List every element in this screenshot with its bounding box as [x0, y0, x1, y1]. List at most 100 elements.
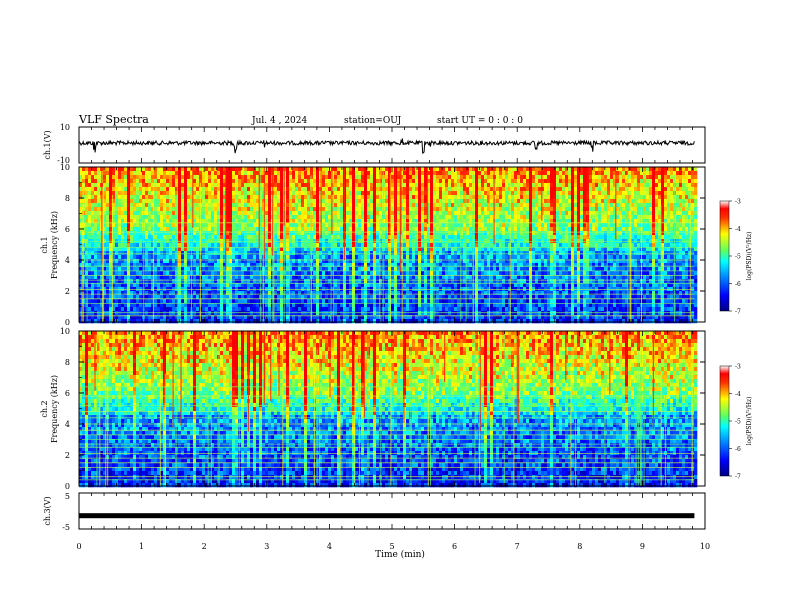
spectrogram-cell: [208, 291, 212, 296]
spectrogram-cell: [340, 175, 344, 180]
spectrogram-cell: [355, 295, 359, 300]
spectrogram-cell: [400, 199, 404, 204]
spectrogram-cell: [391, 199, 395, 204]
spectrogram-cell: [328, 235, 332, 240]
spectrogram-cell: [316, 279, 320, 284]
spectrogram-cell: [409, 227, 413, 232]
spectrogram-cell: [88, 307, 92, 312]
spectrogram-cell: [376, 199, 380, 204]
spectrogram-cell: [229, 235, 233, 240]
spectrogram-cell: [436, 243, 440, 248]
spectrogram-cell: [439, 255, 443, 260]
spectrogram-cell: [130, 279, 134, 284]
spectrogram-cell: [316, 179, 320, 184]
spectrogram-cell: [112, 203, 116, 208]
spectrogram-cell: [289, 303, 293, 308]
spectrogram-cell: [334, 187, 338, 192]
spectrogram-cell: [187, 219, 191, 224]
spectrogram-cell: [409, 171, 413, 176]
spectrogram-cell: [376, 251, 380, 256]
spectrogram-cell: [424, 311, 428, 316]
spectrogram-cell: [139, 255, 143, 260]
spectrogram-cell: [301, 307, 305, 312]
spectrogram-cell: [358, 215, 362, 220]
spectrogram-cell: [124, 231, 128, 236]
spectrogram-cell: [385, 291, 389, 296]
spectrogram-cell: [358, 199, 362, 204]
spectrogram-cell: [106, 227, 110, 232]
spectrogram-cell: [370, 199, 374, 204]
spectrogram-cell: [268, 283, 272, 288]
spectrogram-cell: [400, 235, 404, 240]
spectrogram-cell: [328, 203, 332, 208]
spectrogram-cell: [421, 223, 425, 228]
spectrogram-cell: [127, 215, 131, 220]
spectrogram-cell: [127, 199, 131, 204]
spectrogram-cell: [106, 203, 110, 208]
spectrogram-cell: [250, 191, 254, 196]
spectrogram-cell: [187, 291, 191, 296]
spectrogram-cell: [334, 263, 338, 268]
spectrogram-cell: [457, 167, 461, 172]
spectrogram-cell: [301, 315, 305, 320]
spectrogram-cell: [436, 263, 440, 268]
spectrogram-cell: [226, 295, 230, 300]
spectrogram-cell: [343, 295, 347, 300]
spectrogram-cell: [241, 199, 245, 204]
spectrogram-cell: [184, 191, 188, 196]
spectrogram-cell: [391, 179, 395, 184]
spectrogram-cell: [307, 191, 311, 196]
spectrogram-cell: [391, 275, 395, 280]
spectrogram-cell: [460, 191, 464, 196]
spectrogram-cell: [430, 299, 434, 304]
spectrogram-cell: [109, 299, 113, 304]
spectrogram-cell: [139, 167, 143, 172]
spectrogram-cell: [292, 255, 296, 260]
spectrogram-cell: [223, 267, 227, 272]
spectrogram-cell: [277, 247, 281, 252]
spectrogram-cell: [397, 267, 401, 272]
spectrogram-cell: [268, 219, 272, 224]
spectrogram-cell: [202, 275, 206, 280]
spectrogram-cell: [349, 315, 353, 320]
spectrogram-cell: [430, 211, 434, 216]
spectrogram-cell: [247, 271, 251, 276]
spectrogram-cell: [448, 279, 452, 284]
spectrogram-cell: [280, 171, 284, 176]
spectrogram-cell: [433, 167, 437, 172]
spectrogram-cell: [268, 311, 272, 316]
spectrogram-cell: [340, 191, 344, 196]
spectrogram-cell: [247, 263, 251, 268]
spectrogram-cell: [97, 203, 101, 208]
spectrogram-cell: [400, 243, 404, 248]
spectrogram-cell: [82, 175, 86, 180]
spectrogram-cell: [223, 179, 227, 184]
spectrogram-cell: [295, 223, 299, 228]
spectrogram-cell: [292, 183, 296, 188]
spectrogram-cell: [385, 283, 389, 288]
spectrogram-cell: [424, 251, 428, 256]
spectrogram-cell: [451, 231, 455, 236]
spectrogram-cell: [235, 247, 239, 252]
spectrogram-cell: [397, 275, 401, 280]
spectrogram-cell: [136, 255, 140, 260]
spectrogram-cell: [154, 267, 158, 272]
spectrogram-cell: [133, 187, 137, 192]
spectrogram-cell: [109, 167, 113, 172]
spectrogram-cell: [337, 247, 341, 252]
spectrogram-cell: [124, 251, 128, 256]
spectrogram-cell: [289, 223, 293, 228]
spectrogram-cell: [103, 223, 107, 228]
spectrogram-cell: [355, 219, 359, 224]
spectrogram-cell: [106, 259, 110, 264]
spectrogram-cell: [424, 187, 428, 192]
spectrogram-cell: [337, 307, 341, 312]
spectrogram-cell: [454, 183, 458, 188]
spectrogram-cell: [148, 243, 152, 248]
spectrogram-cell: [391, 267, 395, 272]
spectrogram-cell: [295, 243, 299, 248]
spectrogram-cell: [295, 319, 299, 324]
spectrogram-cell: [457, 243, 461, 248]
spectrogram-cell: [292, 283, 296, 288]
spectrogram-cell: [79, 263, 83, 268]
